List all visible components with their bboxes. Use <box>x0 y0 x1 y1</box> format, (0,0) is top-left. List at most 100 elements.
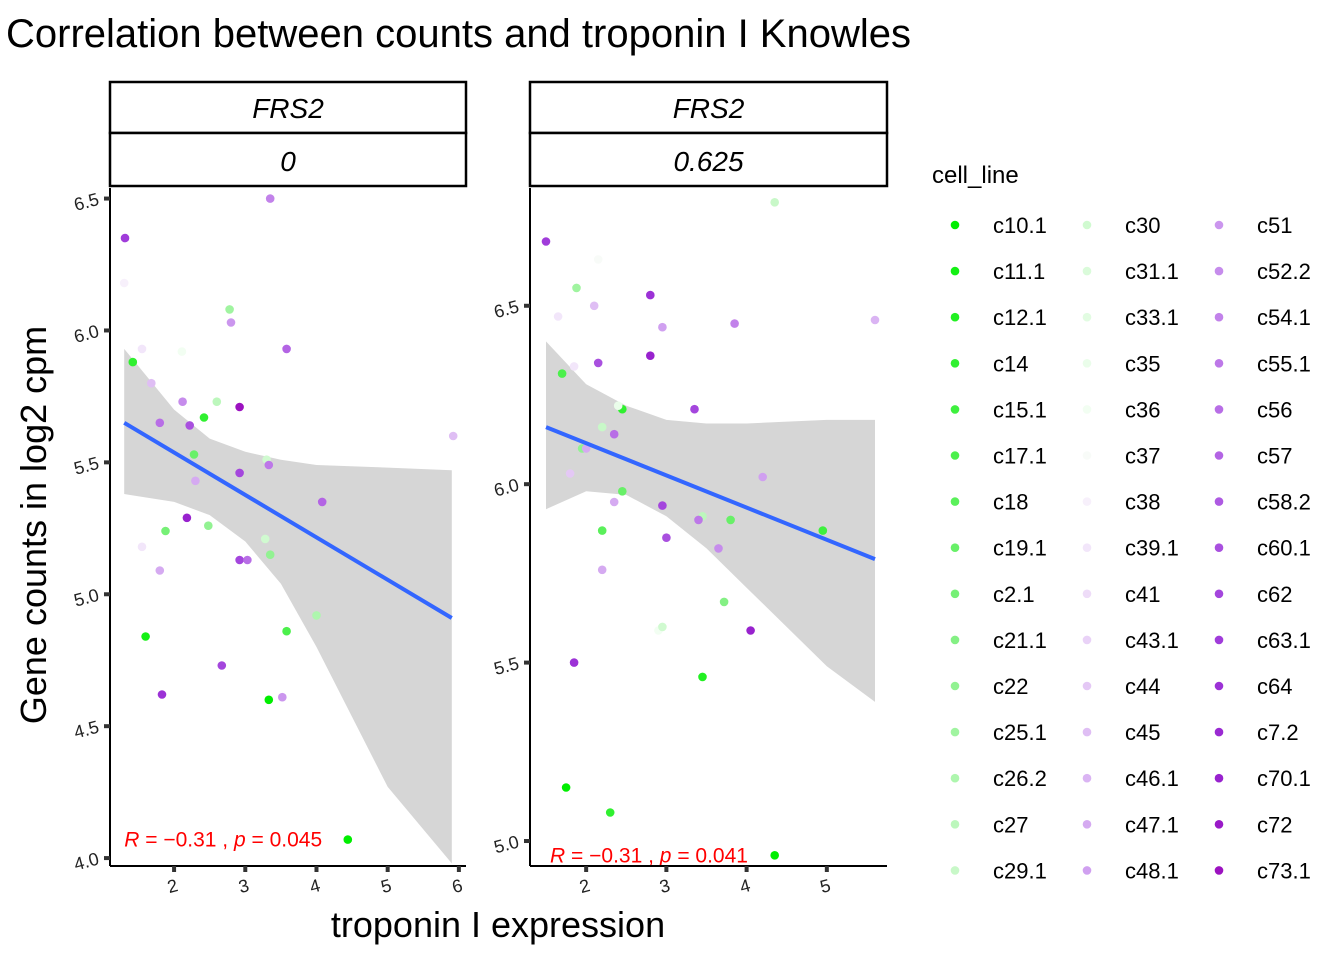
data-point <box>137 542 147 552</box>
legend-label: c21.1 <box>993 628 1047 653</box>
legend-key <box>1214 451 1224 460</box>
x-tick-label: 5 <box>818 875 833 897</box>
data-point <box>646 351 655 361</box>
strip-top-box <box>528 80 889 135</box>
y-tick-label: 5.0 <box>72 585 101 611</box>
legend-label: c18 <box>993 490 1028 515</box>
y-tick-label: 5.5 <box>492 653 521 679</box>
data-point <box>119 278 129 288</box>
data-point <box>770 198 779 207</box>
legend-key <box>950 773 960 783</box>
legend-label: c10.1 <box>993 213 1047 238</box>
legend-key <box>1214 681 1224 691</box>
data-point <box>177 347 187 356</box>
confidence-band <box>124 348 452 864</box>
strip-top-label: FRS2 <box>673 93 745 124</box>
p-symbol: p <box>233 829 246 852</box>
legend-label: c12.1 <box>993 305 1047 330</box>
data-point <box>243 555 252 565</box>
x-axis-title: troponin I expression <box>331 904 665 945</box>
data-point <box>589 301 599 311</box>
legend-label: c17.1 <box>993 444 1047 469</box>
data-point <box>155 566 165 575</box>
regression-line <box>123 421 453 620</box>
data-point <box>204 521 213 530</box>
data-point <box>235 555 244 565</box>
legend-key <box>1082 220 1092 230</box>
data-point <box>141 632 150 641</box>
legend-key <box>1214 312 1224 322</box>
data-point <box>597 422 607 432</box>
panel-2: FRS2 0.625 R = −0.31 , p = 0.041 5.0 5.5 6.0 6… <box>492 80 889 897</box>
legend-key <box>1214 635 1224 645</box>
legend-key <box>950 681 960 691</box>
y-tick-label: 5.5 <box>72 453 101 479</box>
data-point <box>646 290 655 300</box>
legend-label: c29.1 <box>993 858 1047 883</box>
data-point <box>191 476 200 486</box>
data-point <box>746 626 755 635</box>
legend-key <box>1214 773 1224 783</box>
y-axis-title: Gene counts in log2 cpm <box>13 326 54 724</box>
y-tick-label: 5.0 <box>492 832 521 858</box>
data-point <box>698 672 707 682</box>
data-point <box>730 319 739 328</box>
legend-key <box>950 312 960 322</box>
strip-bottom-box <box>108 131 468 188</box>
data-point <box>185 421 194 430</box>
legend-label: c45 <box>1125 720 1160 745</box>
r-value: = −0.31 , <box>565 844 660 867</box>
data-point <box>569 362 579 371</box>
data-point <box>265 550 275 559</box>
legend-label: c37 <box>1125 444 1160 469</box>
legend-key <box>1082 359 1092 368</box>
data-point <box>282 344 291 354</box>
data-point <box>609 497 619 507</box>
data-point <box>758 472 767 482</box>
data-point <box>593 255 603 264</box>
data-point <box>609 429 619 439</box>
legend-label: c52.2 <box>1257 259 1311 284</box>
y-tick-label: 4.5 <box>72 717 101 743</box>
correlation-annotation: R = −0.31 , p = 0.041 <box>550 844 748 867</box>
legend-label: c55.1 <box>1257 351 1311 376</box>
p-value: = 0.045 <box>246 829 322 852</box>
legend-key <box>1214 405 1224 414</box>
legend-key <box>950 266 960 276</box>
data-point <box>770 851 779 860</box>
data-point <box>278 692 287 702</box>
legend-label: c70.1 <box>1257 766 1311 791</box>
legend-label: c63.1 <box>1257 628 1311 653</box>
legend-label: c51 <box>1257 213 1292 238</box>
legend-key <box>1082 451 1092 460</box>
legend-label: c2.1 <box>993 582 1035 607</box>
legend-label: c54.1 <box>1257 305 1311 330</box>
strip-top-label: FRS2 <box>252 93 324 124</box>
legend-key <box>950 359 960 368</box>
legend-label: c19.1 <box>993 536 1047 561</box>
data-point <box>618 487 627 496</box>
data-point <box>694 515 703 525</box>
legend-key <box>950 727 960 737</box>
data-point <box>561 783 571 792</box>
data-point <box>189 450 199 459</box>
data-point <box>690 404 699 414</box>
y-tick-label: 6.5 <box>492 296 521 322</box>
y-tick-label: 6.0 <box>72 321 101 347</box>
data-point <box>597 526 607 535</box>
legend-label: c7.2 <box>1257 720 1299 745</box>
legend-key <box>1082 497 1092 506</box>
data-point <box>448 431 458 441</box>
y-tick-label: 4.0 <box>72 849 101 875</box>
confidence-band <box>546 341 875 702</box>
data-point <box>226 318 236 327</box>
legend-label: c73.1 <box>1257 858 1311 883</box>
legend-label: c25.1 <box>993 720 1047 745</box>
legend-label: c39.1 <box>1125 536 1179 561</box>
r-symbol: R <box>550 844 565 867</box>
data-point <box>541 237 551 246</box>
legend-key <box>1214 589 1224 599</box>
legend-label: c60.1 <box>1257 536 1311 561</box>
data-point <box>317 497 327 507</box>
data-point <box>264 695 274 705</box>
